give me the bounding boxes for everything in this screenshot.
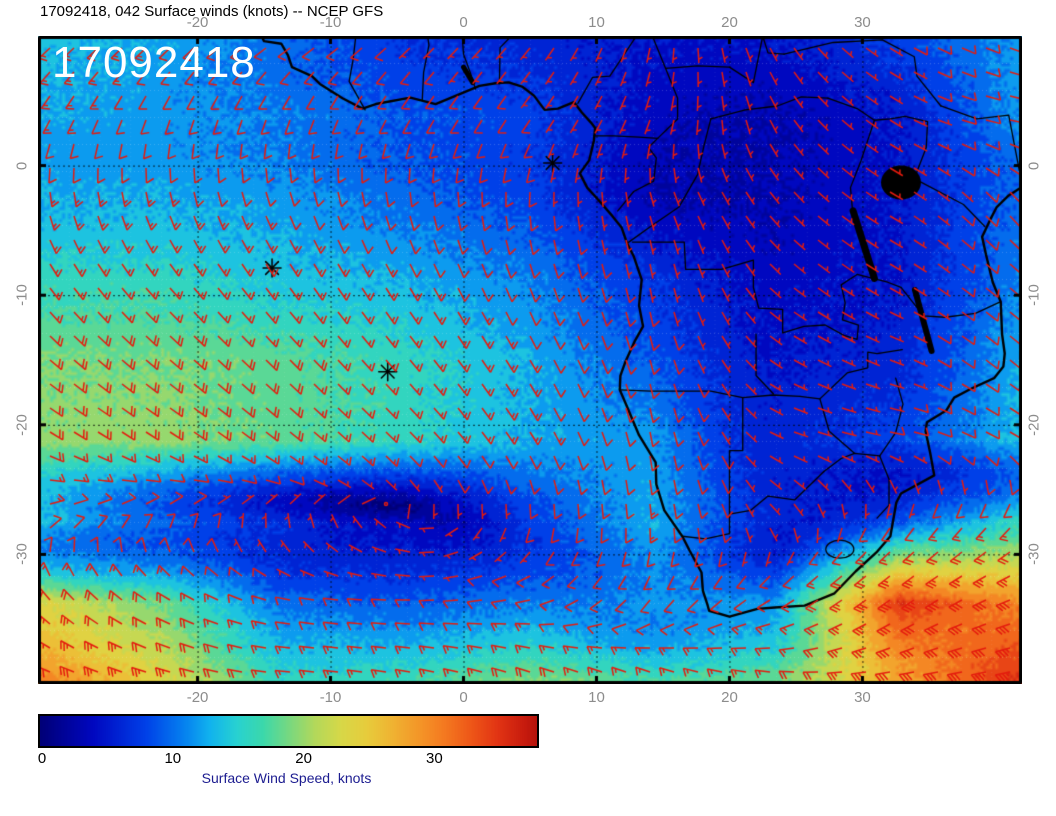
axis-tick-label: 30 — [854, 14, 871, 31]
axis-tick-label: 0 — [1025, 161, 1043, 170]
colorbar-caption: Surface Wind Speed, knots — [201, 770, 372, 786]
axis-tick-label: -30 — [1025, 543, 1043, 566]
axis-tick-label: -10 — [13, 284, 31, 307]
colorbar — [38, 714, 539, 748]
axis-tick-label: 0 — [459, 689, 468, 706]
axis-tick-label: 10 — [588, 689, 605, 706]
axis-tick-label: -10 — [319, 689, 342, 706]
axis-tick-label: 0 — [459, 14, 468, 31]
axis-tick-label: 10 — [588, 14, 605, 31]
map-plot: 17092418 — [38, 36, 1022, 684]
axis-tick-label: -20 — [186, 689, 209, 706]
axis-tick-label: 30 — [854, 689, 871, 706]
run-timestamp-label: 17092418 — [52, 38, 256, 87]
colorbar-tick-label: 10 — [164, 750, 182, 767]
axis-tick-label: 20 — [721, 689, 738, 706]
colorbar-tick-label: 30 — [426, 750, 443, 767]
wind-field-map-canvas — [38, 36, 1022, 684]
axis-tick-label: -20 — [186, 14, 209, 31]
colorbar-gradient — [40, 716, 537, 746]
figure-title: 17092418, 042 Surface winds (knots) -- N… — [40, 3, 384, 20]
axis-tick-label: -10 — [1025, 284, 1043, 307]
axis-tick-label: -30 — [13, 543, 31, 566]
axis-tick-label: 0 — [13, 161, 31, 170]
colorbar-tick-label: 0 — [37, 750, 47, 767]
axis-tick-label: 20 — [721, 14, 738, 31]
axis-tick-label: -10 — [319, 14, 342, 31]
axis-tick-label: -20 — [13, 413, 31, 436]
colorbar-tick-label: 20 — [295, 750, 312, 767]
axis-tick-label: -20 — [1025, 413, 1043, 436]
